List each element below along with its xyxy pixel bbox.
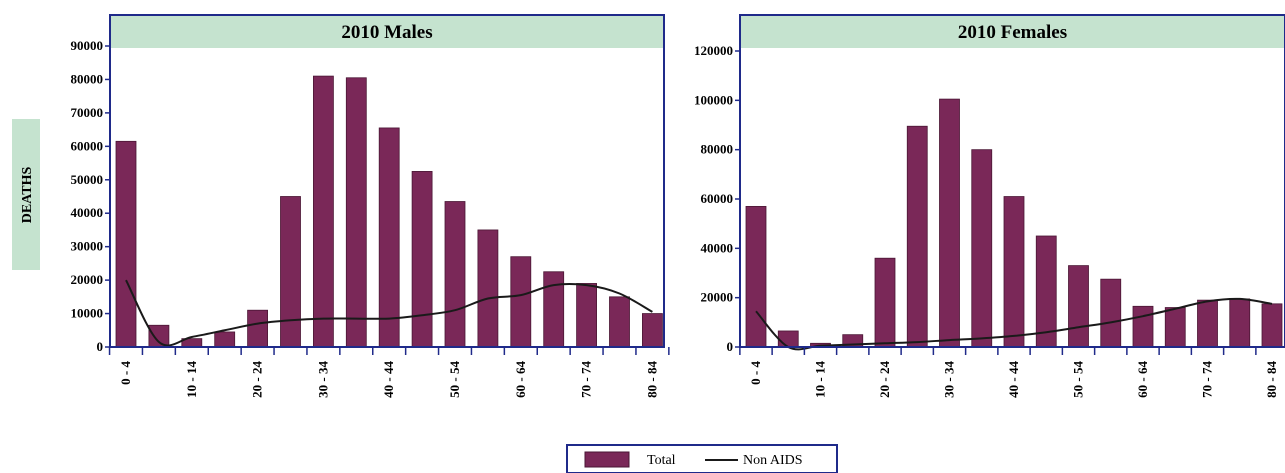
title-band (110, 15, 664, 48)
y-tick-label: 20000 (701, 290, 734, 305)
x-tick-label: 20 - 24 (250, 361, 265, 398)
x-tick-label: 40 - 44 (1006, 361, 1021, 398)
bar-75-79 (1229, 298, 1251, 348)
y-tick-label: 30000 (71, 239, 104, 254)
bar-5-9 (777, 330, 799, 348)
bar-0-4 (745, 205, 767, 348)
chart-title: 2010 Males (341, 22, 432, 43)
y-tick-label: 50000 (71, 172, 104, 187)
bar-75-79 (609, 296, 630, 348)
bar-65-69 (543, 271, 565, 348)
x-tick-label: 60 - 64 (513, 361, 528, 398)
bar-50-54 (444, 201, 466, 348)
bar-55-59 (477, 229, 499, 348)
bar-25-29 (280, 196, 301, 348)
bar-40-44 (378, 127, 400, 348)
y-tick-label: 40000 (701, 240, 734, 255)
y-tick-label: 90000 (71, 38, 104, 53)
x-tick-label: 40 - 44 (381, 361, 396, 398)
y-tick-label: 0 (97, 339, 104, 354)
y-tick-label: 40000 (71, 205, 104, 220)
x-tick-label: 80 - 84 (644, 361, 659, 398)
nonaids-line (125, 279, 653, 347)
legend-total-swatch (584, 451, 630, 468)
bar-25-29 (906, 125, 928, 348)
y-tick-label: 0 (727, 339, 734, 354)
x-tick-label: 50 - 54 (447, 361, 462, 398)
y-tick-label: 20000 (71, 272, 104, 287)
bar-70-74 (1197, 299, 1218, 348)
plot-frame (109, 14, 665, 348)
x-tick-label: 70 - 74 (579, 361, 594, 398)
y-tick-label: 80000 (701, 142, 734, 157)
males-chart-panel: 2010 Males 0 10000 20000 30000 40000 50000 6000… (71, 14, 670, 398)
females-chart-panel: 2010 Females 0 20000 40000 60000 80000 100000 1… (694, 14, 1285, 398)
bar-80-84 (642, 313, 663, 348)
x-tick-label: 0 - 4 (118, 361, 133, 385)
chart-title: 2010 Females (958, 22, 1067, 43)
y-tick-label: 10000 (71, 306, 104, 321)
bar-40-44 (1003, 196, 1025, 348)
bar-30-34 (312, 75, 334, 348)
bar-50-54 (1068, 265, 1089, 348)
bar-45-49 (411, 171, 433, 348)
plot-frame (739, 14, 1285, 348)
bar-80-84 (1261, 303, 1283, 348)
x-tick-label: 30 - 34 (942, 361, 957, 398)
x-tick-label: 50 - 54 (1071, 361, 1086, 398)
bar-20-24 (247, 309, 269, 348)
legend-total-label: Total (647, 453, 676, 468)
y-tick-label: 120000 (694, 43, 733, 58)
bar-55-59 (1100, 278, 1122, 348)
nonaids-line (755, 297, 1273, 351)
x-tick-label: 80 - 84 (1264, 361, 1279, 398)
bar-20-24 (874, 257, 896, 348)
x-tick-label: 10 - 14 (184, 361, 199, 398)
bar-15-19 (214, 331, 236, 348)
y-tick-label: 60000 (701, 191, 734, 206)
x-tick-label: 60 - 64 (1135, 361, 1150, 398)
bar-0-4 (115, 140, 137, 348)
bar-35-39 (345, 77, 367, 348)
y-axis-label-box (12, 119, 40, 270)
y-axis-label: DEATHS (20, 167, 35, 224)
x-tick-label: 30 - 34 (315, 361, 330, 398)
bar-60-64 (1132, 305, 1154, 348)
y-tick-label: 100000 (694, 92, 733, 107)
x-tick-label: 0 - 4 (748, 361, 763, 385)
y-tick-label: 60000 (71, 138, 104, 153)
legend: Total Non AIDS (566, 444, 838, 473)
bar-60-64 (510, 256, 532, 348)
x-tick-label: 70 - 74 (1200, 361, 1215, 398)
x-tick-label: 20 - 24 (877, 361, 892, 398)
legend-nonaids-label: Non AIDS (743, 453, 803, 468)
x-tick-label: 10 - 14 (813, 361, 828, 398)
y-tick-label: 80000 (71, 71, 104, 86)
bar-30-34 (939, 98, 960, 348)
bar-5-9 (148, 324, 170, 348)
bar-65-69 (1164, 307, 1186, 348)
bar-70-74 (576, 283, 597, 348)
title-band (740, 15, 1285, 48)
y-tick-label: 70000 (71, 105, 104, 120)
bar-35-39 (971, 149, 993, 348)
